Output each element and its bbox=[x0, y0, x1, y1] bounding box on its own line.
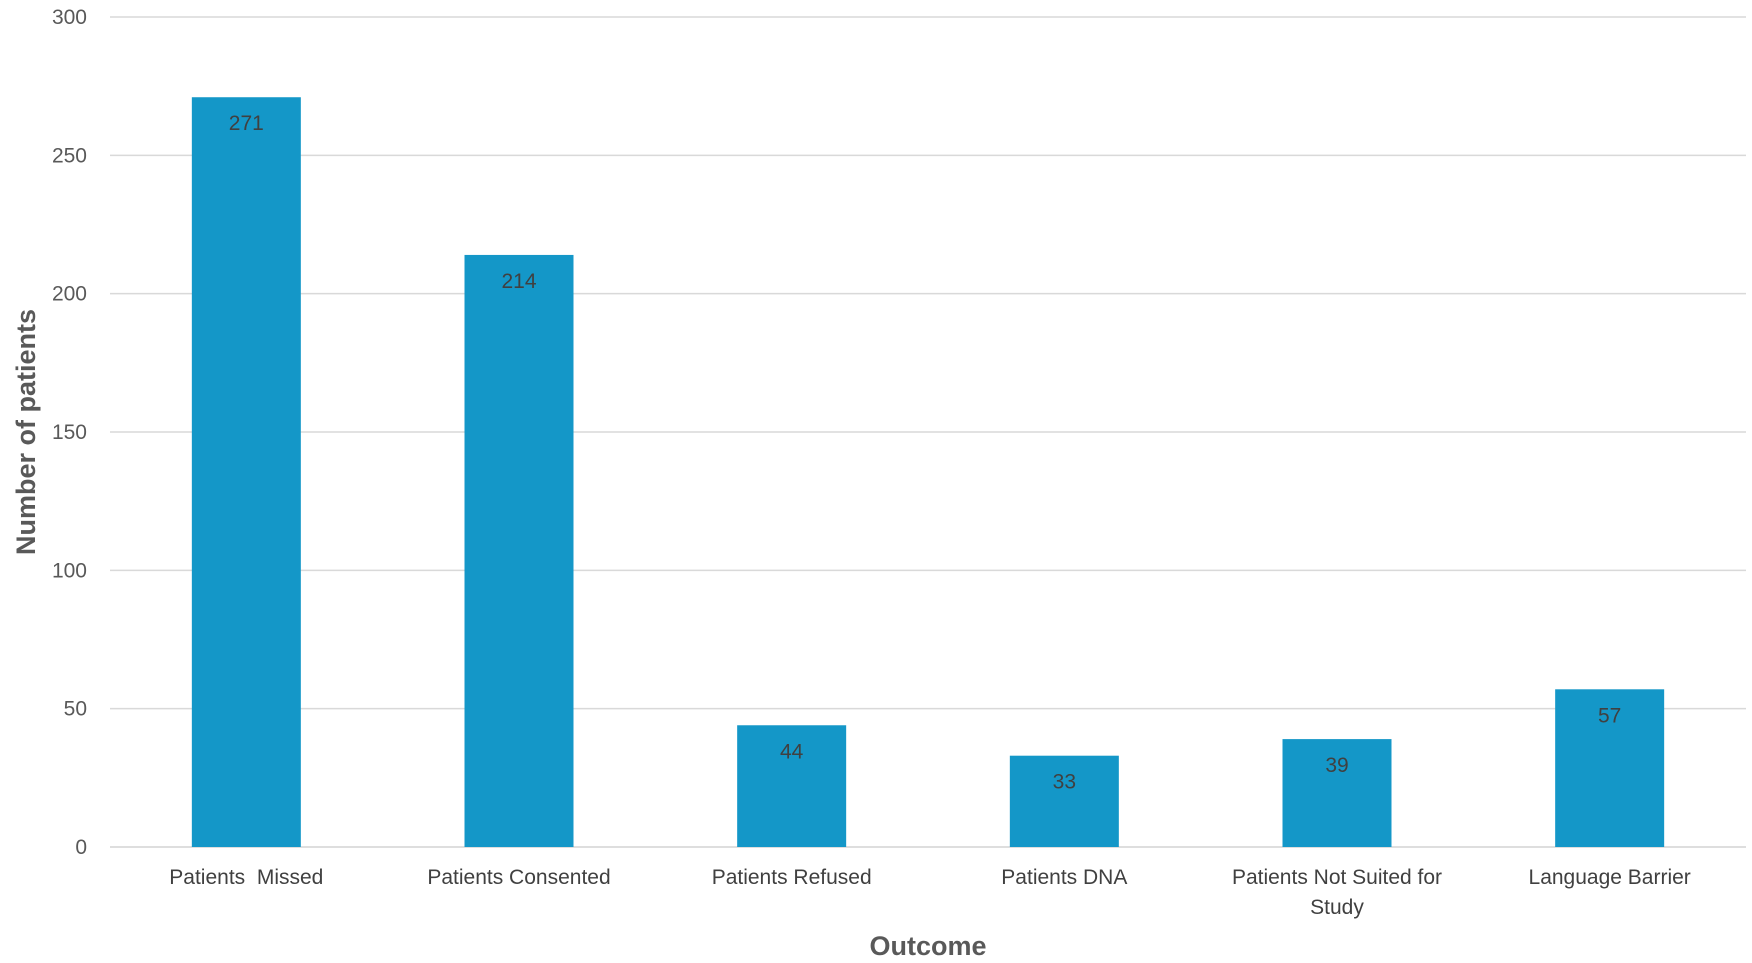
y-tick-label: 0 bbox=[75, 836, 87, 859]
data-label: 39 bbox=[1325, 754, 1348, 777]
y-tick-label: 200 bbox=[52, 283, 87, 306]
y-tick-label: 300 bbox=[52, 6, 87, 29]
y-axis-title: Number of patients bbox=[11, 309, 41, 555]
data-label: 214 bbox=[501, 270, 536, 293]
x-category-label: Patients Missed bbox=[169, 866, 323, 889]
y-tick-label: 100 bbox=[52, 559, 87, 582]
x-category-label: Patients Refused bbox=[712, 866, 872, 889]
gridlines bbox=[110, 16, 1746, 848]
data-label: 44 bbox=[780, 740, 804, 763]
x-axis-categories: Patients Missed Patients Consented Patient… bbox=[169, 866, 1691, 919]
bar bbox=[464, 254, 574, 847]
x-category-label: Patients Not Suited for bbox=[1232, 866, 1442, 889]
x-category-label: Patients Consented bbox=[427, 866, 610, 889]
bar bbox=[737, 725, 847, 847]
data-label: 33 bbox=[1053, 771, 1076, 794]
data-label: 57 bbox=[1598, 704, 1621, 727]
bars bbox=[191, 97, 1665, 847]
bar bbox=[1555, 689, 1665, 847]
bar bbox=[1009, 755, 1119, 847]
x-category-label: Study bbox=[1310, 896, 1364, 919]
bar bbox=[1282, 739, 1392, 847]
x-category-label: Patients DNA bbox=[1001, 866, 1127, 889]
x-axis-title: Outcome bbox=[869, 931, 986, 961]
data-label: 271 bbox=[229, 112, 264, 135]
y-tick-label: 150 bbox=[52, 421, 87, 444]
x-category-label: Language Barrier bbox=[1529, 866, 1691, 889]
bar bbox=[191, 97, 301, 847]
y-tick-label: 50 bbox=[64, 698, 87, 721]
data-labels: 271 214 44 33 39 57 bbox=[229, 112, 1622, 793]
y-axis-ticks: 0 50 100 150 200 250 300 bbox=[52, 6, 87, 859]
y-tick-label: 250 bbox=[52, 144, 87, 167]
